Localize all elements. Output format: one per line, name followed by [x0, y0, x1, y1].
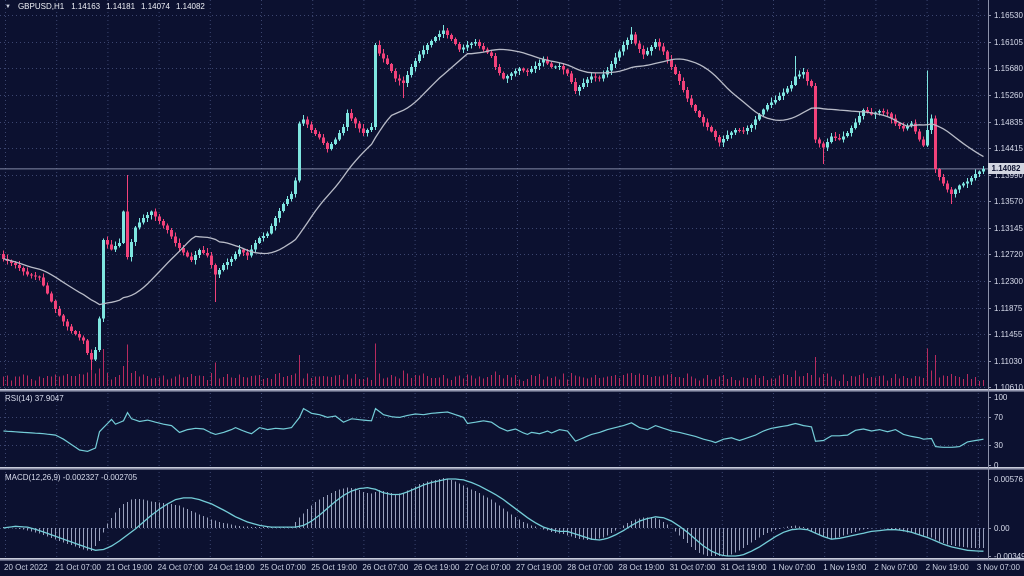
price-axis-label: 1.12720 — [994, 250, 1023, 259]
time-axis-label: 24 Oct 19:00 — [208, 563, 255, 572]
price-axis-label: 1.12300 — [994, 277, 1023, 286]
price-axis-label: 1.15680 — [994, 64, 1023, 73]
ohlc-close: 1.14082 — [175, 2, 205, 11]
ohlc-high: 1.14181 — [106, 2, 136, 11]
rsi-label: RSI(14) 37.9047 — [5, 394, 64, 403]
time-axis-label: 24 Oct 07:00 — [157, 563, 204, 572]
rsi-axis-label: 70 — [994, 413, 1003, 422]
axis-tick — [988, 361, 991, 362]
axis-tick — [988, 445, 991, 446]
time-axis-label: 1 Nov 19:00 — [823, 563, 867, 572]
time-axis-label: 21 Oct 19:00 — [106, 563, 153, 572]
time-axis-label: 31 Oct 07:00 — [669, 563, 716, 572]
panel-separator[interactable] — [0, 558, 1024, 561]
time-axis-label: 3 Nov 07:00 — [976, 563, 1020, 572]
rsi-chart — [0, 393, 988, 467]
time-axis-label: 28 Oct 19:00 — [618, 563, 665, 572]
price-axis-label: 1.15260 — [994, 91, 1023, 100]
axis-tick — [988, 417, 991, 418]
time-axis-label: 25 Oct 19:00 — [311, 563, 357, 572]
ohlc-open: 1.14163 — [71, 2, 101, 11]
main-chart-panel[interactable] — [0, 0, 988, 389]
time-axis-label: 21 Oct 07:00 — [55, 563, 101, 572]
price-axis-label: 1.11455 — [994, 330, 1023, 339]
time-axis-label: 2 Nov 07:00 — [874, 563, 918, 572]
candlestick-chart — [0, 0, 988, 389]
macd-indicator-panel[interactable] — [0, 472, 988, 557]
price-axis-label: 1.14835 — [994, 118, 1023, 127]
axis-tick — [988, 228, 991, 229]
time-axis-label: 27 Oct 07:00 — [464, 563, 511, 572]
axis-tick — [988, 528, 991, 529]
axis-tick — [988, 387, 991, 388]
rsi-indicator-panel[interactable] — [0, 393, 988, 467]
axis-tick — [988, 68, 991, 69]
price-axis-label: 1.14415 — [994, 144, 1023, 153]
price-axis-label: 1.10610 — [994, 383, 1023, 392]
axis-tick — [988, 122, 991, 123]
axis-tick — [988, 479, 991, 480]
time-axis-label: 1 Nov 07:00 — [772, 563, 816, 572]
macd-axis-label: -0.003496 — [994, 552, 1024, 561]
axis-tick — [988, 15, 991, 16]
price-axis-label: 1.11875 — [994, 304, 1023, 313]
price-axis-label: 1.13570 — [994, 197, 1023, 206]
panel-separator[interactable] — [0, 467, 1024, 470]
current-price-tag: 1.14082 — [988, 163, 1024, 174]
time-axis-label: 20 Oct 2022 — [4, 563, 48, 572]
axis-tick — [988, 201, 991, 202]
symbol-period-label: GBPUSD,H1 — [17, 2, 65, 11]
price-axis-label: 1.13145 — [994, 224, 1023, 233]
price-axis-label: 1.16530 — [994, 11, 1023, 20]
time-axis-label: 2 Nov 19:00 — [925, 563, 969, 572]
time-axis-label: 25 Oct 07:00 — [260, 563, 306, 572]
panel-separator[interactable] — [0, 389, 1024, 392]
axis-tick — [988, 175, 991, 176]
ohlc-low: 1.14074 — [141, 2, 170, 11]
axis-tick — [988, 308, 991, 309]
axis-tick — [988, 95, 991, 96]
time-axis-label: 26 Oct 19:00 — [413, 563, 460, 572]
macd-label: MACD(12,26,9) -0.002327 -0.002705 — [5, 473, 138, 482]
macd-axis-label: 0.00 — [994, 524, 1010, 533]
price-axis-label: 1.16105 — [994, 38, 1023, 47]
axis-tick — [988, 334, 991, 335]
rsi-axis-label: 0 — [994, 461, 999, 470]
axis-tick — [988, 148, 991, 149]
time-axis-label: 31 Oct 19:00 — [720, 563, 767, 572]
chart-title: ▼ GBPUSD,H1 1.14163 1.14181 1.14074 1.14… — [5, 2, 205, 11]
axis-tick — [988, 465, 991, 466]
price-axis[interactable] — [988, 0, 1024, 560]
axis-tick — [988, 281, 991, 282]
chevron-down-icon[interactable]: ▼ — [5, 3, 11, 10]
axis-tick — [988, 42, 991, 43]
axis-tick — [988, 397, 991, 398]
rsi-axis-label: 30 — [994, 441, 1003, 450]
time-axis-label: 27 Oct 19:00 — [516, 563, 562, 572]
macd-chart — [0, 472, 988, 557]
macd-axis-label: 0.00576 — [994, 475, 1023, 484]
axis-tick — [988, 254, 991, 255]
time-axis-label: 26 Oct 07:00 — [362, 563, 409, 572]
axis-tick — [988, 556, 991, 557]
price-axis-label: 1.11030 — [994, 357, 1023, 366]
price-axis-label: 1.13990 — [994, 171, 1023, 180]
rsi-axis-label: 100 — [994, 393, 1008, 402]
time-axis-label: 28 Oct 07:00 — [567, 563, 613, 572]
